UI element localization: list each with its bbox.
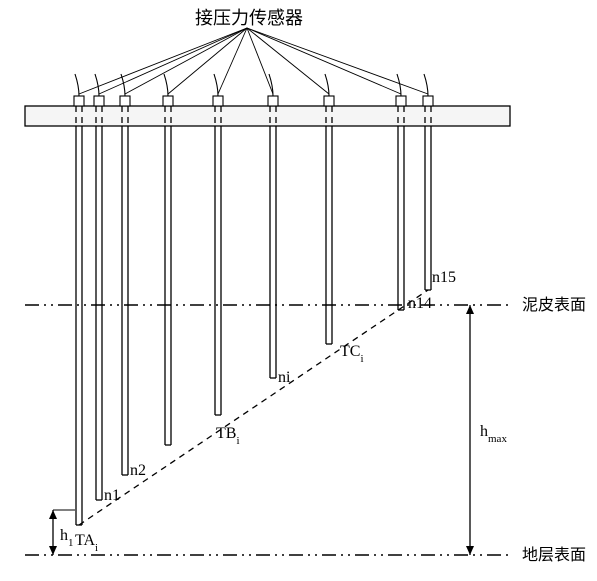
n1-label: n1 — [104, 487, 120, 504]
sensor-cap-8 — [396, 96, 406, 106]
fan-line-4 — [168, 28, 247, 94]
beam — [25, 106, 510, 126]
fan-line-3 — [125, 28, 247, 94]
sensor-cap-9 — [423, 96, 433, 106]
sensor-title: 接压力传感器 — [195, 8, 303, 28]
fan-line-7 — [247, 28, 329, 94]
tip-envelope — [79, 290, 428, 525]
fan-line-8 — [247, 28, 401, 94]
fan-line-1 — [79, 28, 247, 94]
ground-surface-label: 地层表面 — [522, 546, 586, 564]
TA-label: TAi — [75, 532, 98, 554]
TC-label: TCi — [340, 343, 364, 365]
sensor-wire-1 — [75, 74, 79, 96]
sensor-cap-2 — [94, 96, 104, 106]
TB-label: TBi — [216, 425, 240, 447]
ni-label: ni — [278, 369, 291, 386]
sensor-wire-3 — [121, 74, 125, 96]
n2-label: n2 — [130, 462, 146, 479]
sensor-cap-1 — [74, 96, 84, 106]
hmax-dim-arrow-top — [466, 305, 474, 314]
sensor-wire-5 — [214, 74, 218, 96]
h1-dim-arrow-top — [49, 510, 57, 519]
sensor-cap-4 — [163, 96, 173, 106]
hmax-label: hmax — [480, 423, 507, 445]
fan-line-2 — [99, 28, 247, 94]
sensor-wire-4 — [164, 74, 168, 96]
n14-label: n14 — [408, 295, 432, 312]
fan-line-9 — [247, 28, 428, 94]
sensor-cap-5 — [213, 96, 223, 106]
sensor-cap-7 — [324, 96, 334, 106]
sensor-cap-6 — [268, 96, 278, 106]
hmax-dim-arrow-bot — [466, 546, 474, 555]
n15-label: n15 — [432, 269, 456, 286]
sensor-wire-2 — [95, 74, 99, 96]
sensor-cap-3 — [120, 96, 130, 106]
mud-surface-label: 泥皮表面 — [522, 296, 586, 314]
h1-label: h1 — [60, 527, 74, 549]
h1-dim-arrow-bot — [49, 546, 57, 555]
